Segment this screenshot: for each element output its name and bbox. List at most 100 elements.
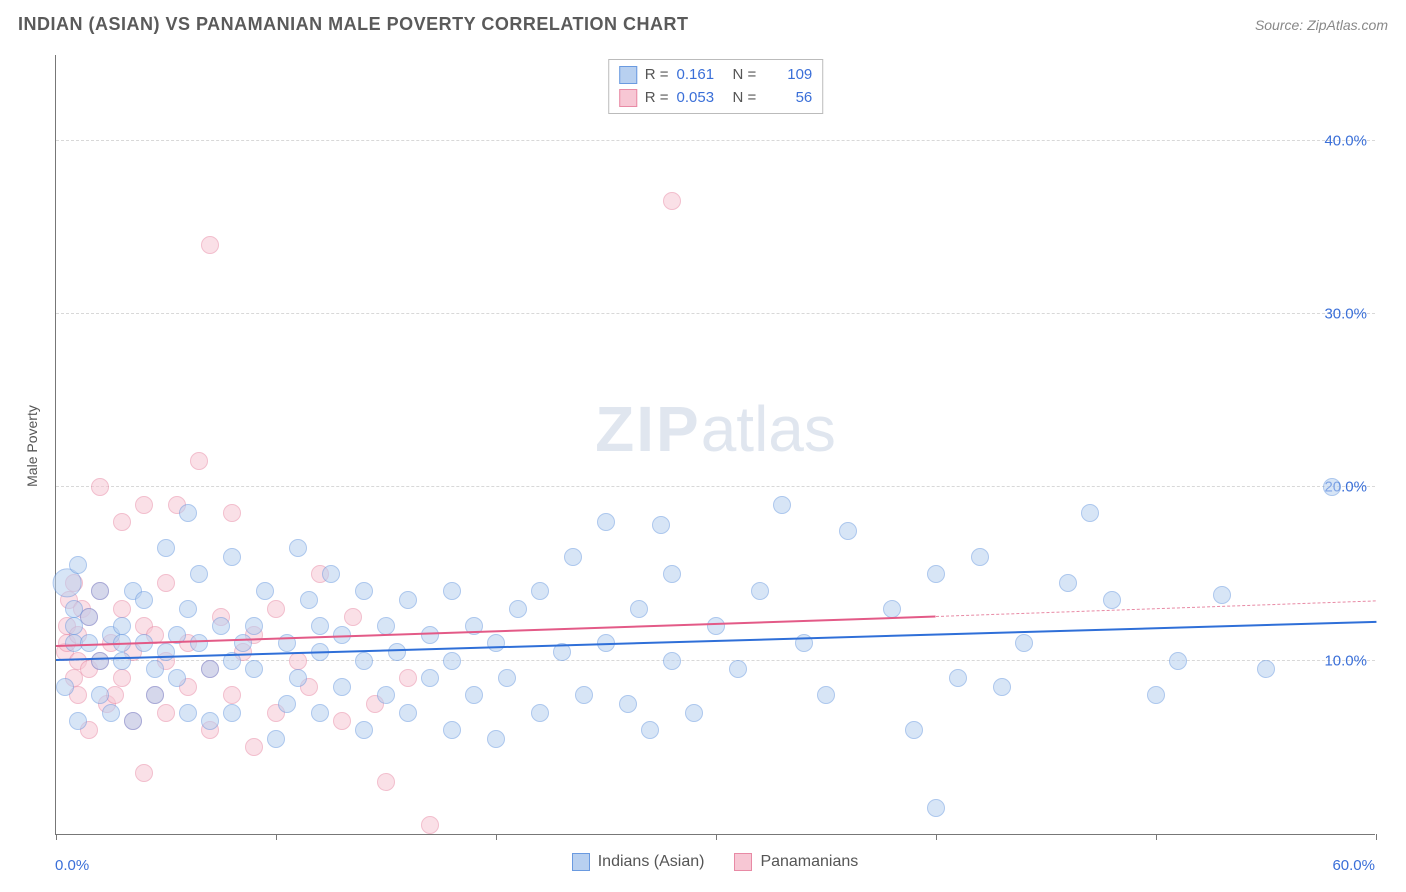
data-point [256,582,274,600]
data-point [1169,652,1187,670]
data-point [113,600,131,618]
data-point [245,738,263,756]
data-point [1015,634,1033,652]
series-legend-item: Panamanians [734,853,858,871]
x-max-label: 60.0% [1332,857,1375,874]
data-point [135,764,153,782]
data-point [113,617,131,635]
data-point [289,652,307,670]
y-axis-label: Male Poverty [24,405,40,487]
data-point [223,504,241,522]
source-label: Source: ZipAtlas.com [1255,17,1388,33]
legend-swatch [619,89,637,107]
data-point [487,730,505,748]
data-point [388,643,406,661]
data-point [124,712,142,730]
data-point [157,574,175,592]
data-point [1323,478,1341,496]
data-point [56,678,74,696]
data-point [91,652,109,670]
data-point [443,582,461,600]
y-tick-label: 10.0% [1324,652,1367,669]
data-point [223,704,241,722]
data-point [333,712,351,730]
data-point [135,591,153,609]
n-label: N = [733,87,757,110]
series-label: Panamanians [760,853,858,871]
data-point [190,452,208,470]
data-point [234,634,252,652]
data-point [80,608,98,626]
data-point [443,721,461,739]
grid-line [56,313,1375,314]
legend-row: R =0.161N =109 [619,64,813,87]
data-point [289,669,307,687]
data-point [333,678,351,696]
series-label: Indians (Asian) [598,853,705,871]
data-point [245,660,263,678]
data-point [179,600,197,618]
data-point [905,721,923,739]
data-point [135,496,153,514]
data-point [663,192,681,210]
legend-swatch [619,66,637,84]
data-point [190,634,208,652]
data-point [212,617,230,635]
data-point [465,686,483,704]
data-point [311,617,329,635]
x-tick [56,834,57,840]
data-point [652,516,670,534]
legend-row: R = 0.053 N = 56 [619,87,813,110]
data-point [168,669,186,687]
watermark: ZIPatlas [595,392,836,466]
data-point [707,617,725,635]
data-point [443,652,461,670]
data-point [927,799,945,817]
data-point [1213,586,1231,604]
data-point [201,236,219,254]
data-point [751,582,769,600]
data-point [564,548,582,566]
series-legend: Indians (Asian) Panamanians [55,850,1375,874]
data-point [91,686,109,704]
data-point [509,600,527,618]
r-value: 0.053 [677,87,725,110]
data-point [267,730,285,748]
data-point [300,591,318,609]
data-point [498,669,516,687]
data-point [421,816,439,834]
data-point [223,686,241,704]
data-point [377,773,395,791]
data-point [102,704,120,722]
data-point [69,712,87,730]
data-point [157,643,175,661]
data-point [619,695,637,713]
grid-line [56,140,1375,141]
legend-swatch [734,853,752,871]
data-point [91,478,109,496]
data-point [113,669,131,687]
data-point [1081,504,1099,522]
data-point [949,669,967,687]
data-point [1257,660,1275,678]
data-point [289,539,307,557]
data-point [839,522,857,540]
data-point [971,548,989,566]
data-point [344,608,362,626]
data-point [157,704,175,722]
data-point [1147,686,1165,704]
data-point [729,660,747,678]
r-label: R = [645,87,669,110]
data-point [641,721,659,739]
data-point [1103,591,1121,609]
data-point [597,513,615,531]
data-point [355,652,373,670]
n-value: 56 [764,87,812,110]
data-point [773,496,791,514]
x-tick [496,834,497,840]
data-point [531,582,549,600]
x-tick [716,834,717,840]
data-point [399,704,417,722]
x-tick [936,834,937,840]
data-point [106,686,124,704]
